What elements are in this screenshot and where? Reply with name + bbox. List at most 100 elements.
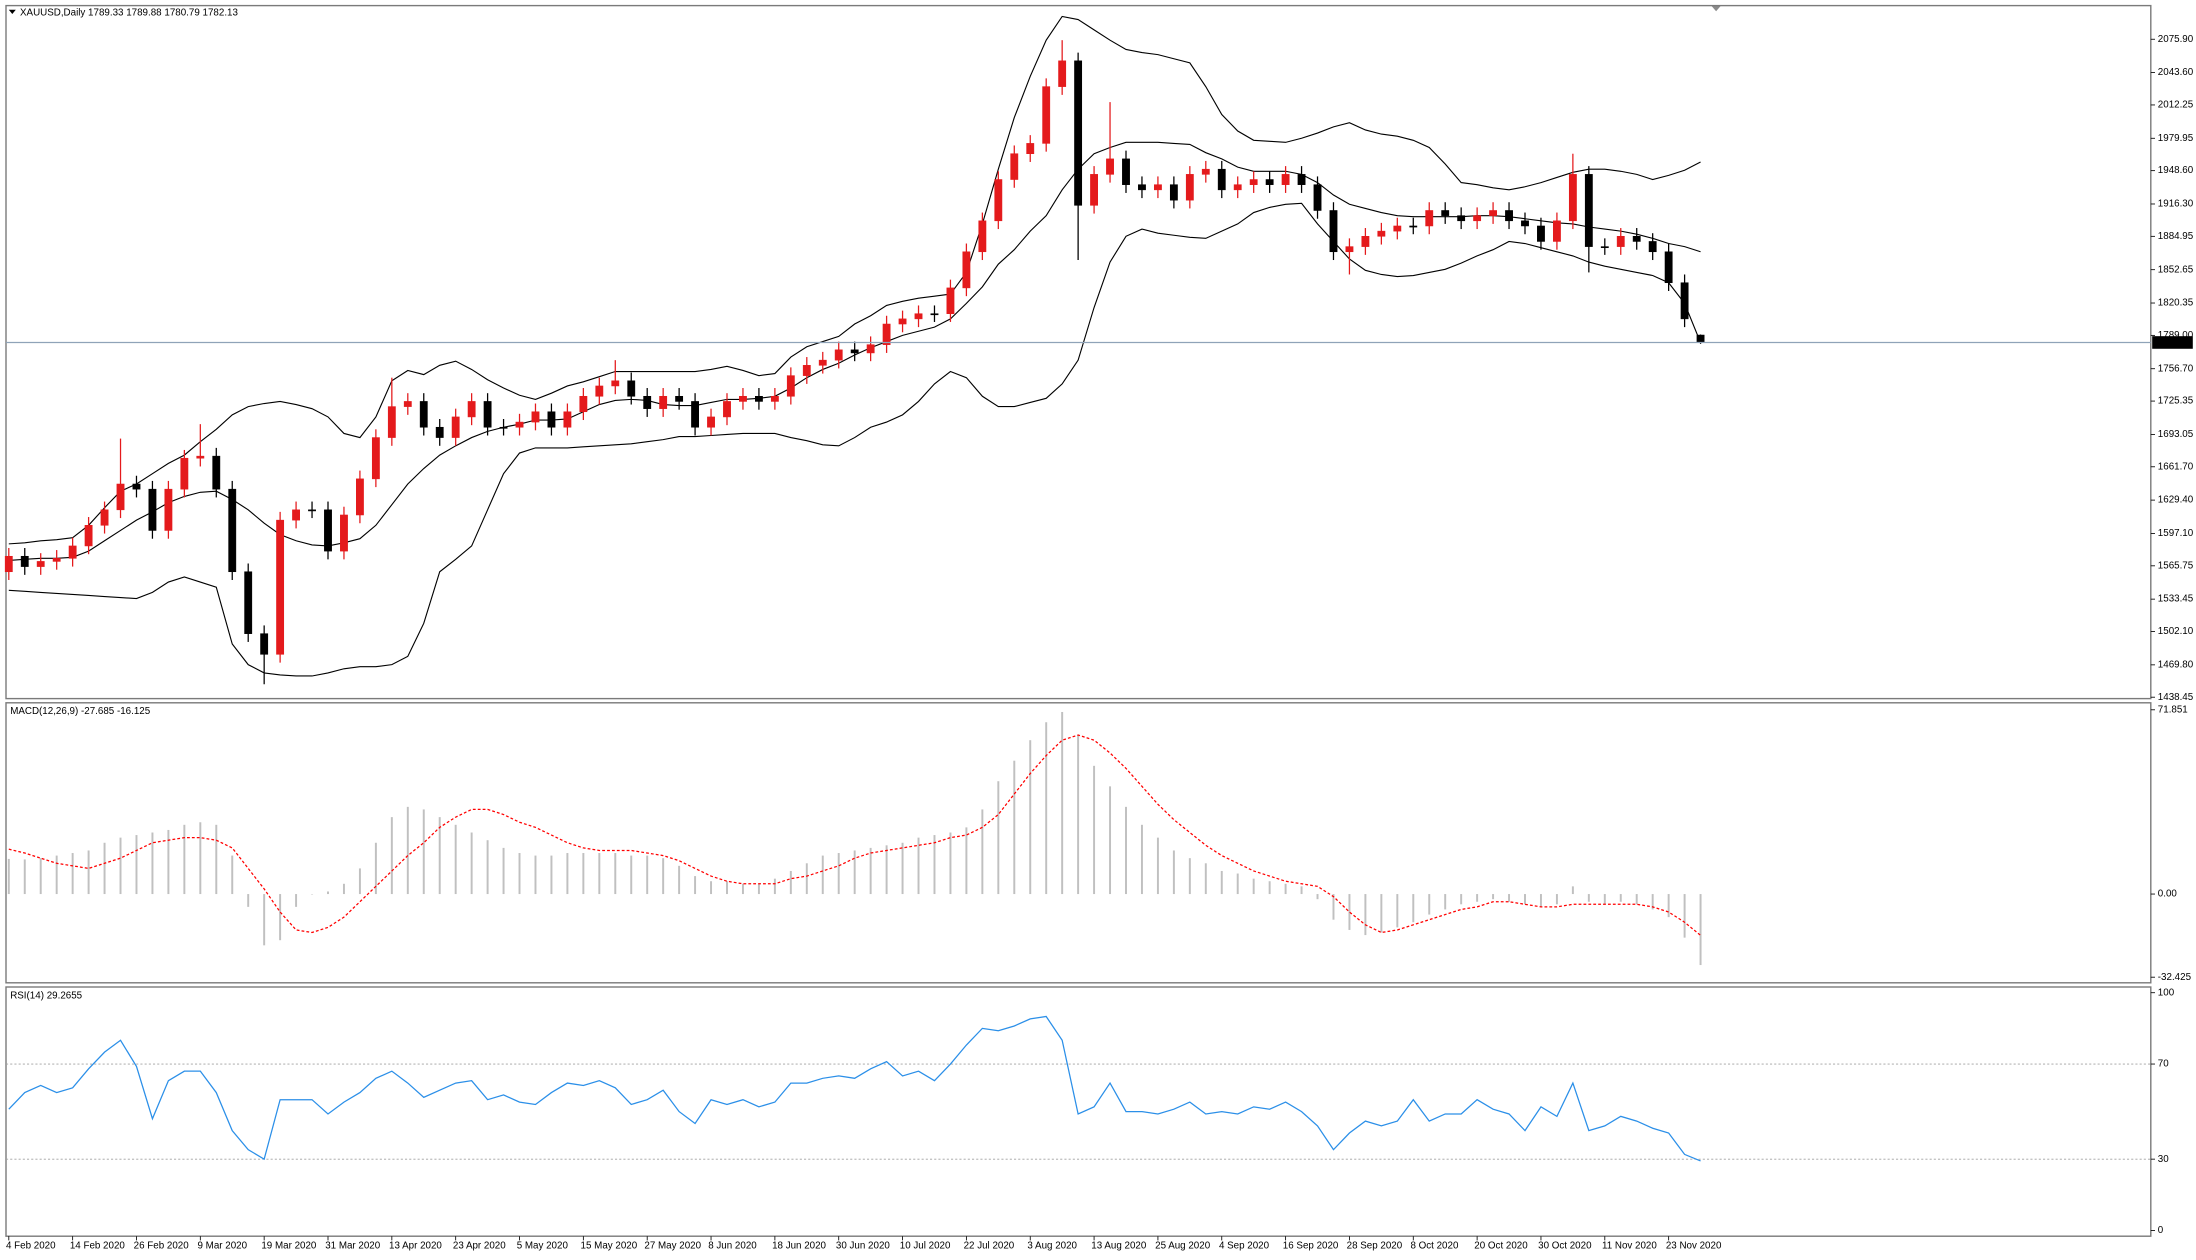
macd-bar — [550, 855, 553, 895]
macd-bar — [869, 847, 872, 895]
macd-bar — [933, 835, 936, 895]
indicator-title: MACD(12,26,9) — [10, 706, 78, 717]
candle-body — [866, 344, 875, 354]
panel-frame — [5, 702, 2152, 984]
candle-body — [419, 401, 428, 428]
y-tick-label: -32.425 — [2158, 972, 2192, 983]
macd-bar — [981, 809, 984, 895]
macd-bar — [151, 832, 154, 895]
macd-bar — [470, 832, 473, 895]
candle-body — [595, 385, 604, 397]
candle-body — [1680, 282, 1689, 320]
candle-body — [1074, 60, 1083, 206]
candle-body — [164, 488, 173, 531]
macd-bar — [789, 870, 792, 895]
macd-bar — [1172, 850, 1175, 895]
macd-bar — [406, 806, 409, 895]
candle-body — [1600, 246, 1609, 249]
candle-body — [994, 179, 1003, 222]
bollinger-upper — [8, 15, 1701, 545]
candle-body — [1425, 210, 1434, 227]
macd-bar — [837, 853, 840, 895]
shift-marker[interactable] — [1711, 5, 1721, 12]
x-tick-label: 22 Jul 2020 — [964, 1241, 1015, 1252]
macd-bar — [1619, 894, 1622, 902]
candle-body — [834, 349, 843, 361]
macd-bar — [263, 894, 266, 946]
candle-body — [850, 349, 859, 354]
candle-body — [1409, 225, 1418, 228]
candle-body — [611, 380, 620, 387]
candle-body — [882, 323, 891, 345]
candle-body — [898, 318, 907, 325]
macd-bar — [566, 853, 569, 895]
candle-body — [435, 426, 444, 438]
candle-body — [1026, 143, 1035, 154]
x-tick-label: 4 Sep 2020 — [1219, 1241, 1270, 1252]
macd-bar — [1539, 894, 1542, 907]
macd-bar — [1204, 863, 1207, 895]
macd-bar — [662, 858, 665, 895]
candle-body — [276, 519, 285, 655]
candle-body — [371, 437, 380, 480]
candle-body — [260, 633, 269, 655]
candle-body — [1552, 220, 1561, 242]
candle-body — [770, 395, 779, 402]
header-high: 1789.88 — [126, 7, 162, 18]
header-open: 1789.33 — [88, 7, 124, 18]
candle-body — [1361, 236, 1370, 247]
macd-bar — [1236, 873, 1239, 895]
macd-bar — [1109, 786, 1112, 895]
rsi-line — [8, 1015, 1701, 1162]
candle-body — [1058, 60, 1067, 87]
macd-bar — [1508, 894, 1511, 902]
macd-bar — [1460, 894, 1463, 905]
x-tick-label: 30 Jun 2020 — [836, 1241, 890, 1252]
candle-body — [962, 251, 971, 289]
panel-frame — [5, 4, 2152, 700]
current-price-label: 1782.13 — [2155, 337, 2191, 348]
symbol-menu-icon — [8, 9, 16, 14]
indicator-title: RSI(14) — [10, 990, 44, 1001]
candle-body — [818, 359, 827, 366]
candle-body — [1106, 158, 1114, 175]
macd-bar — [1428, 894, 1431, 915]
macd-bar — [1220, 870, 1223, 895]
x-tick-label: 8 Oct 2020 — [1410, 1241, 1458, 1252]
candle-body — [547, 411, 556, 428]
y-tick-label: 1597.10 — [2158, 528, 2194, 539]
macd-bar — [1029, 740, 1032, 895]
indicator-header: MACD(12,26,9) -27.685 -16.125 — [10, 706, 151, 717]
candle-body — [1521, 220, 1529, 227]
macd-bar — [119, 837, 122, 895]
candle-body — [1265, 179, 1274, 185]
macd-bar — [1524, 894, 1526, 905]
x-tick-label: 13 Apr 2020 — [389, 1241, 442, 1252]
candle-body — [1169, 184, 1178, 201]
x-tick-label: 26 Feb 2020 — [134, 1241, 190, 1252]
macd-bar — [1555, 894, 1558, 905]
x-tick-label: 25 Aug 2020 — [1155, 1241, 1211, 1252]
y-tick-label: 0 — [2158, 1225, 2164, 1236]
macd-bar — [486, 840, 489, 895]
candle-body — [499, 426, 508, 429]
candle-body — [1568, 174, 1577, 222]
header-low: 1780.79 — [164, 7, 199, 18]
x-tick-label: 19 Mar 2020 — [261, 1241, 317, 1252]
y-tick-label: 1884.95 — [2158, 231, 2194, 242]
macd-bar — [7, 858, 10, 895]
candle-body — [1010, 153, 1019, 180]
candle-body — [1281, 174, 1290, 185]
y-tick-label: 1438.45 — [2158, 692, 2194, 703]
candle-body — [1154, 184, 1162, 191]
candle-body — [483, 401, 492, 428]
candle-body — [1329, 210, 1338, 253]
macd-bar — [1332, 894, 1335, 920]
y-tick-label: 30 — [2158, 1154, 2169, 1165]
candle-body — [1648, 241, 1657, 253]
x-tick-label: 3 Aug 2020 — [1027, 1241, 1077, 1252]
macd-bar — [726, 881, 728, 895]
macd-bar — [965, 827, 968, 895]
macd-bar — [630, 855, 633, 895]
macd-bar — [327, 891, 329, 895]
